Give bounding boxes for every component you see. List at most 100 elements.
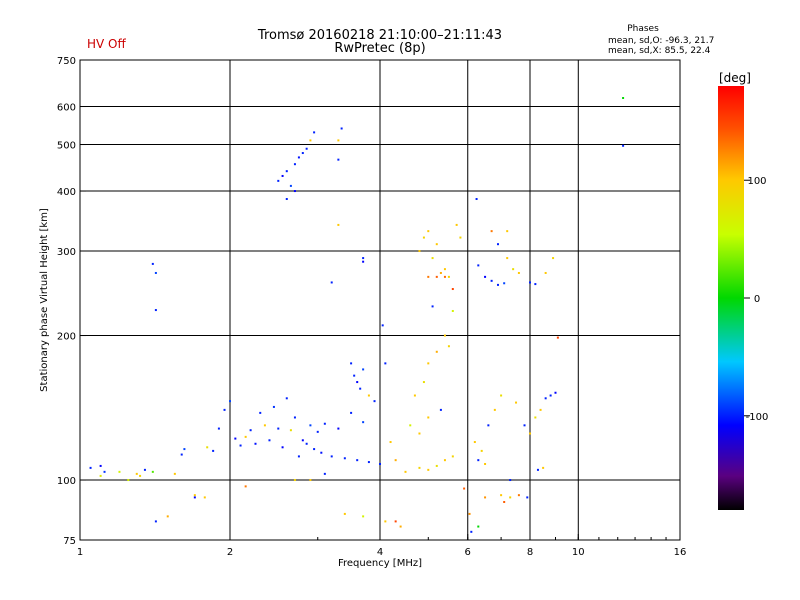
x-tick-label: 4 <box>377 547 383 558</box>
data-point <box>523 424 526 427</box>
data-point <box>89 466 92 469</box>
data-point <box>389 441 392 444</box>
y-tick-label: 400 <box>57 187 76 198</box>
data-point <box>223 408 226 411</box>
data-point <box>475 198 478 201</box>
x-tick-label: 8 <box>527 547 533 558</box>
data-point <box>536 468 539 471</box>
data-point <box>526 496 529 499</box>
data-point <box>99 474 102 477</box>
data-point <box>443 268 446 271</box>
data-point <box>484 496 487 499</box>
data-point <box>234 437 237 440</box>
data-point <box>409 424 412 427</box>
colorbar-tick-label: 0 <box>754 294 760 305</box>
data-point <box>503 500 506 503</box>
data-point <box>443 275 446 278</box>
data-points <box>89 97 625 533</box>
colorbar-tick-label: -100 <box>746 412 769 423</box>
data-point <box>356 459 359 462</box>
data-point <box>320 451 323 454</box>
data-point <box>379 462 381 465</box>
data-point <box>394 459 397 462</box>
data-point <box>301 439 304 442</box>
x-tick-labels: 1 2 4 6 8 10 16 <box>77 534 687 558</box>
data-point <box>277 179 280 182</box>
data-point <box>323 422 326 425</box>
data-point <box>229 400 231 403</box>
data-point <box>549 394 552 397</box>
data-point <box>340 127 343 130</box>
data-point <box>404 470 407 473</box>
data-point <box>473 441 476 444</box>
data-point <box>490 230 493 233</box>
data-point <box>468 512 471 515</box>
data-point <box>193 494 196 497</box>
y-axis-label: Stationary phase Virtual Height [km] <box>39 208 50 392</box>
data-point <box>413 394 416 397</box>
data-point <box>183 448 186 451</box>
x-axis-label: Frequency [MHz] <box>338 558 422 569</box>
data-point <box>480 449 483 452</box>
data-point <box>173 472 176 475</box>
data-point <box>427 230 430 233</box>
data-point <box>451 288 454 291</box>
x-tick-label: 6 <box>465 547 471 558</box>
data-point <box>127 479 130 482</box>
data-point <box>544 271 547 274</box>
data-point <box>367 394 370 397</box>
data-point <box>359 387 362 390</box>
data-point <box>272 405 275 408</box>
data-point <box>431 257 434 260</box>
data-point <box>244 485 247 488</box>
data-point <box>297 156 300 159</box>
data-point <box>422 381 425 384</box>
data-point <box>418 466 421 469</box>
data-point <box>554 391 557 394</box>
data-point <box>353 374 356 377</box>
hv-status-label: HV Off <box>87 37 126 51</box>
data-point <box>435 464 438 467</box>
data-point <box>477 459 480 462</box>
data-point <box>212 449 215 452</box>
data-point <box>381 324 384 327</box>
data-point <box>316 430 319 433</box>
data-point <box>529 281 531 284</box>
data-point <box>373 400 376 403</box>
data-point <box>139 474 142 477</box>
data-point <box>447 345 450 348</box>
data-point <box>309 479 312 482</box>
data-point <box>496 283 499 286</box>
data-point <box>301 152 304 155</box>
data-point <box>506 257 509 260</box>
data-point <box>455 223 458 226</box>
data-point <box>418 250 421 253</box>
data-point <box>244 435 247 438</box>
y-tick-label: 750 <box>57 56 76 67</box>
data-point <box>151 470 154 473</box>
colorbar <box>718 86 744 510</box>
data-point <box>484 462 487 465</box>
data-point <box>622 97 625 100</box>
data-point <box>418 432 421 435</box>
data-point <box>277 427 280 430</box>
data-point <box>350 362 353 365</box>
data-point <box>500 494 503 497</box>
data-point <box>439 408 442 411</box>
data-point <box>350 411 353 414</box>
data-point <box>443 334 446 337</box>
data-point <box>529 432 531 435</box>
data-point <box>431 305 434 308</box>
data-point <box>622 144 625 147</box>
data-point <box>427 416 430 419</box>
data-point <box>135 472 138 475</box>
data-point <box>289 184 292 187</box>
data-point <box>493 408 496 411</box>
data-point <box>362 421 365 424</box>
x-tick-label: 16 <box>674 547 687 558</box>
data-point <box>309 139 312 142</box>
data-point <box>180 453 183 456</box>
data-point <box>542 466 545 469</box>
data-point <box>463 487 466 490</box>
data-point <box>305 442 308 445</box>
